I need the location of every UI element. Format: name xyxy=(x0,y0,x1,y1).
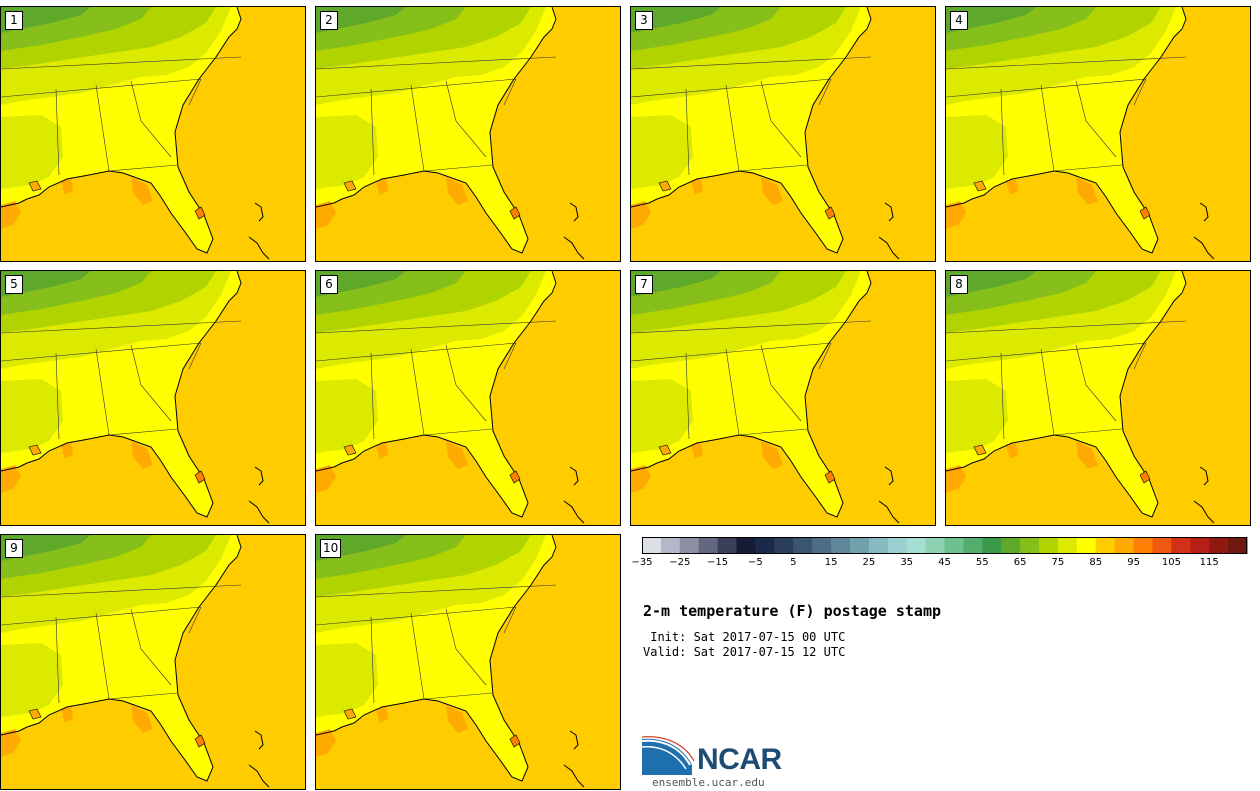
colorbar-tick-label: 25 xyxy=(862,557,876,568)
colorbar-swatch xyxy=(774,537,794,554)
stamp-panel-7[interactable]: 7 xyxy=(630,270,936,526)
logo-wordmark: NCAR xyxy=(697,743,782,776)
map-image xyxy=(1,7,305,261)
colorbar-swatch xyxy=(736,537,756,554)
colorbar-tick-label: 15 xyxy=(824,557,838,568)
map-image xyxy=(316,271,620,525)
colorbar-tick-label: 5 xyxy=(790,557,797,568)
stamp-panel-4[interactable]: 4 xyxy=(945,6,1251,262)
colorbar-swatch xyxy=(660,537,681,554)
colorbar-swatch xyxy=(963,537,983,554)
colorbar-swatch xyxy=(1133,537,1153,554)
colorbar-tick-label: 105 xyxy=(1161,557,1181,568)
colorbar-tick-label: 35 xyxy=(900,557,914,568)
stamp-panel-5[interactable]: 5 xyxy=(0,270,306,526)
colorbar-tick-label: −35 xyxy=(631,557,653,568)
ncar-logo-icon xyxy=(642,736,695,775)
member-label: 5 xyxy=(5,275,23,294)
colorbar-tick-label: 45 xyxy=(938,557,951,568)
map-image xyxy=(631,271,935,525)
colorbar-tick-label: 85 xyxy=(1089,557,1103,568)
colorbar-swatch xyxy=(868,537,889,554)
colorbar-tick-label: −25 xyxy=(669,557,691,568)
stamp-panel-8[interactable]: 8 xyxy=(945,270,1251,526)
colorbar-swatch xyxy=(1020,537,1040,554)
colorbar-swatch xyxy=(1114,537,1135,554)
member-label: 10 xyxy=(320,539,342,558)
colorbar-tick-label: −5 xyxy=(748,557,763,568)
colorbar-swatch xyxy=(642,537,662,554)
colorbar-tick-label: 65 xyxy=(1013,557,1027,568)
colorbar-swatch xyxy=(717,537,738,554)
stamp-panel-3[interactable]: 3 xyxy=(630,6,936,262)
colorbar xyxy=(642,537,1248,554)
stamp-panel-2[interactable]: 2 xyxy=(315,6,621,262)
colorbar-swatch xyxy=(1001,537,1021,554)
logo-url: ensemble.ucar.edu xyxy=(652,776,765,789)
colorbar-swatch xyxy=(887,537,908,554)
stamp-panel-1[interactable]: 1 xyxy=(0,6,306,262)
colorbar-tick-label: 75 xyxy=(1051,557,1065,568)
colorbar-swatch xyxy=(944,537,964,554)
member-label: 2 xyxy=(320,11,338,30)
colorbar-swatch xyxy=(698,537,719,554)
colorbar-swatch xyxy=(1171,537,1191,554)
colorbar-swatch xyxy=(849,537,870,554)
colorbar-tick-label: 55 xyxy=(975,557,989,568)
colorbar-swatch xyxy=(1190,537,1210,554)
colorbar-swatch xyxy=(755,537,775,554)
colorbar-swatch xyxy=(1076,537,1097,554)
colorbar-swatch xyxy=(831,537,851,554)
member-label: 3 xyxy=(635,11,653,30)
map-image xyxy=(631,7,935,261)
map-image xyxy=(946,7,1250,261)
colorbar-tick-label: 95 xyxy=(1127,557,1140,568)
colorbar-tick-label: 115 xyxy=(1199,557,1219,568)
colorbar-swatch xyxy=(1039,537,1059,554)
colorbar-swatch xyxy=(925,537,945,554)
colorbar-swatch xyxy=(906,537,927,554)
map-image xyxy=(946,271,1250,525)
colorbar-swatch xyxy=(1057,537,1078,554)
colorbar-frame xyxy=(642,537,1247,554)
member-label: 4 xyxy=(950,11,968,30)
colorbar-swatch xyxy=(1228,537,1248,554)
member-label: 6 xyxy=(320,275,338,294)
colorbar-swatch xyxy=(812,537,832,554)
colorbar-swatch xyxy=(793,537,813,554)
colorbar-tick-label: −15 xyxy=(707,557,729,568)
valid-time: Valid: Sat 2017-07-15 12 UTC xyxy=(643,645,846,659)
map-image xyxy=(316,535,620,789)
member-label: 8 xyxy=(950,275,968,294)
member-label: 7 xyxy=(635,275,653,294)
stamp-panel-6[interactable]: 6 xyxy=(315,270,621,526)
member-label: 9 xyxy=(5,539,23,558)
colorbar-swatch xyxy=(679,537,700,554)
map-image xyxy=(1,535,305,789)
colorbar-swatch xyxy=(1095,537,1116,554)
map-image xyxy=(1,271,305,525)
member-label: 1 xyxy=(5,11,23,30)
colorbar-swatch xyxy=(982,537,1002,554)
colorbar-swatch xyxy=(1209,537,1229,554)
stamp-panel-9[interactable]: 9 xyxy=(0,534,306,790)
stamp-panel-10[interactable]: 10 xyxy=(315,534,621,790)
map-image xyxy=(316,7,620,261)
colorbar-swatch xyxy=(1152,537,1172,554)
init-time: Init: Sat 2017-07-15 00 UTC xyxy=(643,630,846,644)
plot-title: 2-m temperature (F) postage stamp xyxy=(643,602,942,620)
